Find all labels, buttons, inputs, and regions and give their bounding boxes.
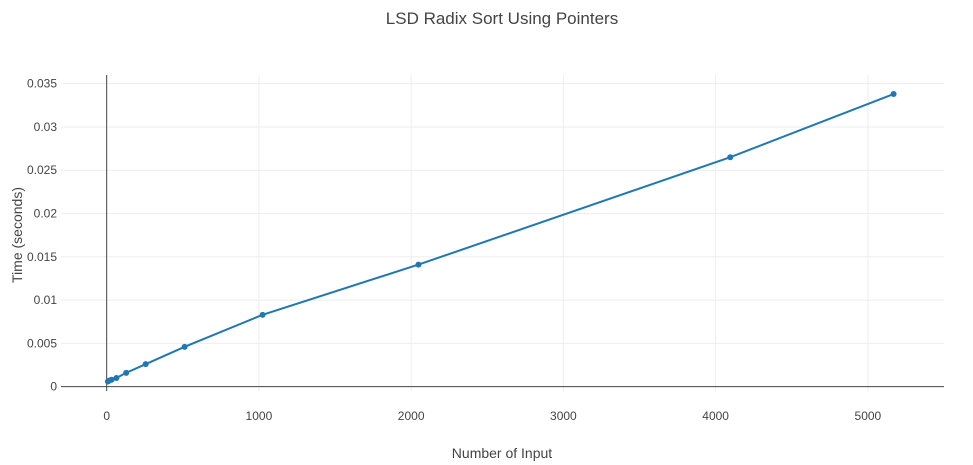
y-tick-label: 0.02 bbox=[34, 207, 58, 221]
x-axis-label: Number of Input bbox=[452, 445, 552, 461]
series-line bbox=[107, 93, 894, 383]
series-layer bbox=[104, 91, 897, 385]
chart-title: LSD Radix Sort Using Pointers bbox=[386, 9, 618, 28]
data-point[interactable] bbox=[727, 154, 734, 161]
y-tick-label: 0.005 bbox=[27, 336, 57, 350]
x-tick-label: 3000 bbox=[550, 409, 577, 423]
x-tick-label: 2000 bbox=[398, 409, 425, 423]
y-axis-label: Time (seconds) bbox=[9, 187, 25, 283]
data-point[interactable] bbox=[113, 375, 120, 382]
y-tick-label: 0.01 bbox=[34, 293, 58, 307]
y-tick-label: 0.03 bbox=[34, 120, 58, 134]
tick-label-layer: 0 1000 2000 3000 4000 5000 0 0.005 0.01 0.015 0.02… bbox=[27, 77, 882, 423]
y-tick-label: 0.015 bbox=[27, 250, 57, 264]
y-tick-label: 0.035 bbox=[27, 77, 57, 91]
data-point[interactable] bbox=[142, 361, 149, 368]
x-tick-label: 4000 bbox=[702, 409, 729, 423]
data-point[interactable] bbox=[123, 369, 130, 376]
x-tick-label: 5000 bbox=[855, 409, 882, 423]
data-point[interactable] bbox=[181, 343, 188, 350]
data-point[interactable] bbox=[890, 91, 897, 98]
data-point[interactable] bbox=[259, 311, 266, 318]
x-tick-label: 1000 bbox=[246, 409, 273, 423]
x-tick-label: 0 bbox=[103, 409, 110, 423]
y-tick-label: 0 bbox=[50, 380, 57, 394]
data-point[interactable] bbox=[415, 261, 422, 268]
data-point[interactable] bbox=[108, 376, 115, 383]
axis-layer bbox=[61, 75, 944, 391]
grid-layer bbox=[61, 75, 944, 391]
y-tick-label: 0.025 bbox=[27, 163, 57, 177]
